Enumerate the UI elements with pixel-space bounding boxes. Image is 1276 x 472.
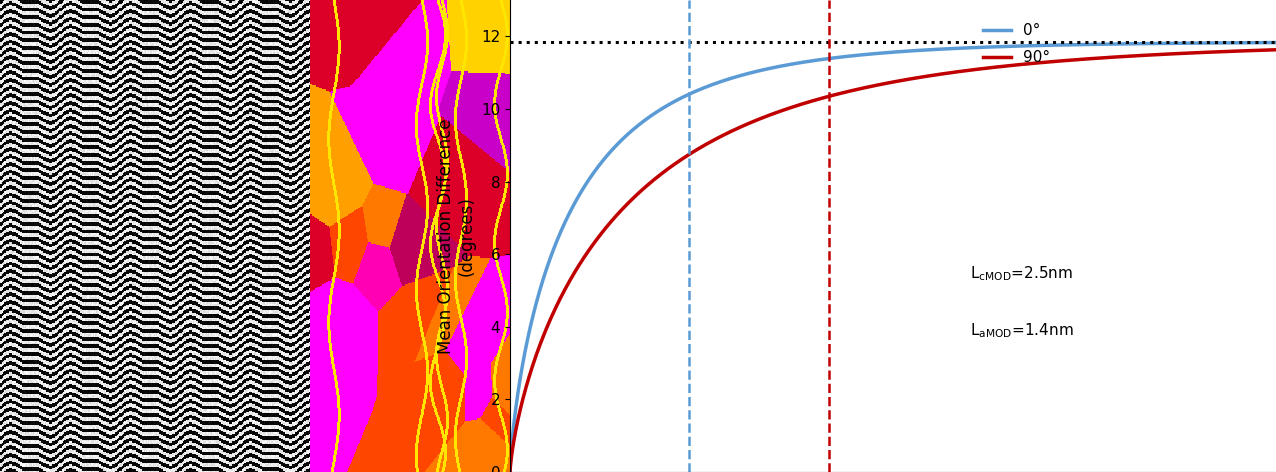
0° <box>855 52 870 58</box>
0° <box>503 469 518 472</box>
0° <box>1245 40 1261 45</box>
90° <box>855 85 870 91</box>
90° <box>503 469 518 472</box>
90° <box>1247 48 1262 53</box>
Text: $\mathregular{L_{aMOD}}$=1.4nm: $\mathregular{L_{aMOD}}$=1.4nm <box>970 321 1073 340</box>
90° <box>875 81 891 87</box>
0° <box>1247 40 1262 45</box>
Y-axis label: Mean Orientation Difference
(degrees): Mean Orientation Difference (degrees) <box>436 118 476 354</box>
Line: 0°: 0° <box>510 42 1276 472</box>
0° <box>875 50 891 56</box>
0° <box>1105 41 1120 47</box>
0° <box>1268 40 1276 45</box>
Text: $\mathregular{L_{cMOD}}$=2.5nm: $\mathregular{L_{cMOD}}$=2.5nm <box>970 264 1073 283</box>
90° <box>1268 47 1276 52</box>
Line: 90°: 90° <box>510 50 1276 472</box>
90° <box>541 320 556 325</box>
0° <box>541 259 556 264</box>
Legend: 0°, 90°: 0°, 90° <box>977 17 1057 72</box>
90° <box>1105 54 1120 60</box>
90° <box>1245 48 1261 53</box>
